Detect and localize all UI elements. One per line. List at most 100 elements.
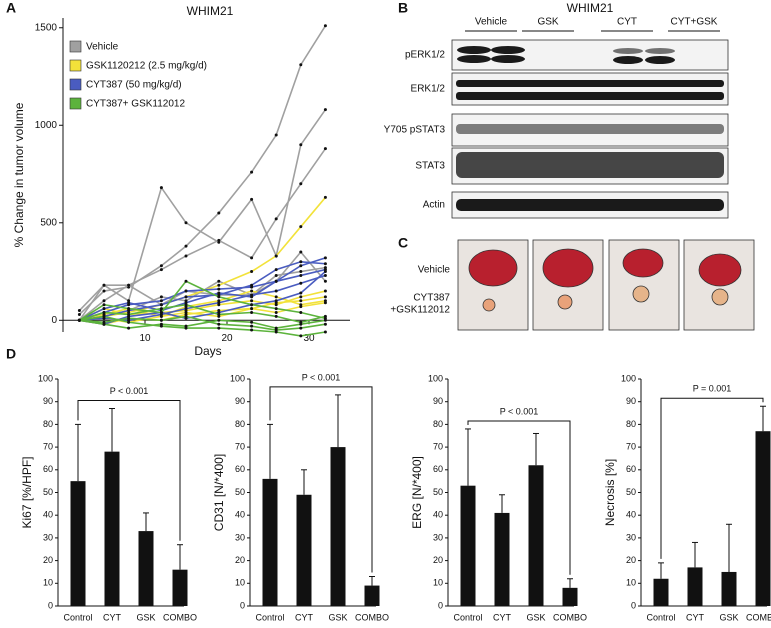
x-tick-label: COMBO xyxy=(553,612,587,622)
bar xyxy=(460,485,476,606)
significance-bracket xyxy=(77,400,181,541)
tumor-line xyxy=(78,280,326,321)
data-point xyxy=(217,279,221,283)
y-tick-label: 90 xyxy=(235,396,245,406)
data-point xyxy=(299,225,303,229)
data-point xyxy=(184,289,188,293)
y-tick-label: 90 xyxy=(626,396,636,406)
data-point xyxy=(274,254,278,258)
data-point xyxy=(274,314,278,318)
data-point xyxy=(250,310,254,314)
legend-swatch xyxy=(69,40,82,53)
y-tick-label: 100 xyxy=(428,373,443,383)
legend-label: CYT387 (50 mg/kg/d) xyxy=(86,80,182,91)
bar xyxy=(70,481,86,606)
data-point xyxy=(250,328,254,332)
data-point xyxy=(323,314,327,318)
data-point xyxy=(274,268,278,272)
data-point xyxy=(217,312,221,316)
y-tick-label: 30 xyxy=(235,532,245,542)
data-point xyxy=(299,295,303,299)
significance-bracket xyxy=(269,386,373,573)
panel-letter: A xyxy=(6,0,16,16)
x-tick-label: Control xyxy=(255,612,284,622)
bar xyxy=(262,478,278,606)
data-point xyxy=(323,108,327,112)
data-point xyxy=(299,273,303,277)
p-value: P < 0.001 xyxy=(500,406,539,416)
x-tick-label: COMBO xyxy=(163,612,197,622)
x-tick-label: CYT xyxy=(295,612,314,622)
data-point xyxy=(184,307,188,311)
data-point xyxy=(274,299,278,303)
y-tick-label: 1000 xyxy=(35,120,58,131)
x-tick-label: GSK xyxy=(526,612,545,622)
y-tick-label: 50 xyxy=(626,487,636,497)
blot-row-label: Actin xyxy=(423,200,445,211)
data-point xyxy=(250,293,254,297)
bar xyxy=(755,431,771,606)
y-tick-label: 10 xyxy=(626,578,636,588)
panel-letter: B xyxy=(398,0,408,16)
x-tick-label: GSK xyxy=(328,612,347,622)
data-point xyxy=(323,147,327,151)
y-tick-label: 20 xyxy=(626,555,636,565)
data-point xyxy=(217,295,221,299)
data-point xyxy=(250,299,254,303)
data-point xyxy=(217,211,221,215)
data-point xyxy=(274,279,278,283)
y-tick-label: 70 xyxy=(626,441,636,451)
y-tick-label: 10 xyxy=(235,578,245,588)
y-tick-label: 80 xyxy=(235,419,245,429)
y-tick-label: 30 xyxy=(433,532,443,542)
data-point xyxy=(127,320,131,324)
data-point xyxy=(159,318,163,322)
p-value: P < 0.001 xyxy=(110,386,149,396)
y-axis-label: CD31 [N/*400] xyxy=(212,454,226,531)
y-tick-label: 0 xyxy=(240,600,245,610)
data-point xyxy=(323,322,327,326)
data-point xyxy=(250,324,254,328)
tumor-line xyxy=(78,250,327,321)
y-tick-label: 70 xyxy=(43,441,53,451)
data-point xyxy=(250,303,254,307)
data-point xyxy=(184,324,188,328)
data-point xyxy=(102,303,106,307)
blot-row-label: ERK1/2 xyxy=(411,84,446,95)
bar xyxy=(721,571,737,606)
bar xyxy=(330,447,346,606)
x-tick-label: 10 xyxy=(139,333,151,344)
data-point xyxy=(323,262,327,266)
x-tick-label: Control xyxy=(453,612,482,622)
y-tick-label: 70 xyxy=(235,441,245,451)
photo-row-label: Vehicle xyxy=(418,265,451,276)
data-point xyxy=(274,273,278,277)
y-tick-label: 500 xyxy=(40,217,57,228)
y-tick-label: 20 xyxy=(433,555,443,565)
legend-label: GSK1120212 (2.5 mg/kg/d) xyxy=(86,61,207,72)
y-axis-label: % Change in tumor volume xyxy=(12,102,26,247)
data-point xyxy=(299,264,303,268)
data-point xyxy=(299,143,303,147)
tumor-line xyxy=(79,301,326,326)
data-point xyxy=(323,318,327,322)
blot-group: CYT+GSK xyxy=(671,17,718,28)
y-tick-label: 60 xyxy=(433,464,443,474)
legend-swatch xyxy=(69,97,82,110)
data-point xyxy=(323,270,327,274)
blot-row-label: Y705 pSTAT3 xyxy=(384,125,446,136)
data-point xyxy=(299,182,303,186)
data-point xyxy=(127,326,131,330)
tumor-line xyxy=(79,196,327,322)
tumor-line xyxy=(78,148,327,321)
y-tick-label: 80 xyxy=(433,419,443,429)
data-point xyxy=(184,303,188,307)
y-tick-label: 80 xyxy=(43,419,53,429)
data-point xyxy=(159,264,163,268)
blot-row-label: pERK1/2 xyxy=(405,50,445,61)
data-point xyxy=(299,320,303,324)
data-point xyxy=(159,310,163,314)
data-point xyxy=(217,326,221,330)
data-point xyxy=(323,289,327,293)
y-tick-label: 90 xyxy=(433,396,443,406)
